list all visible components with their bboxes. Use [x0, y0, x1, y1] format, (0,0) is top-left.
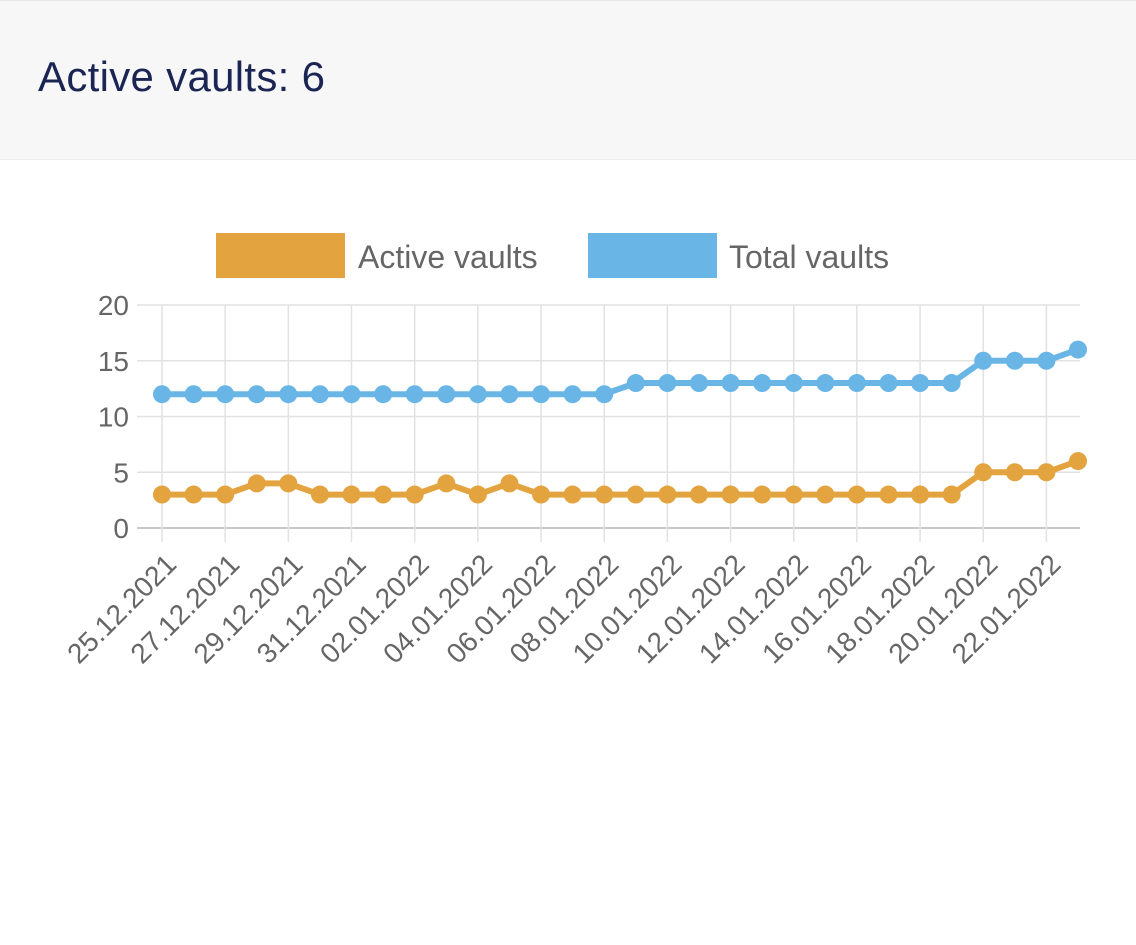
data-point[interactable] — [974, 463, 993, 482]
series-total-vaults — [153, 340, 1087, 404]
legend-swatch — [588, 233, 717, 278]
data-point[interactable] — [563, 385, 582, 404]
series-line — [162, 346, 1080, 398]
legend-item[interactable]: Total vaults — [588, 233, 889, 278]
data-point[interactable] — [942, 485, 961, 504]
data-point[interactable] — [689, 374, 708, 393]
data-point[interactable] — [784, 374, 803, 393]
line-chart: Active vaults Total vaults 0 5 10 15 20 25.12… — [61, 233, 1087, 669]
data-point[interactable] — [595, 385, 614, 404]
data-point[interactable] — [1069, 340, 1087, 359]
data-point[interactable] — [847, 485, 866, 504]
data-point[interactable] — [563, 485, 582, 504]
data-point[interactable] — [911, 374, 930, 393]
legend-item[interactable]: Active vaults — [216, 233, 538, 278]
data-point[interactable] — [1037, 463, 1056, 482]
data-point[interactable] — [658, 374, 677, 393]
card-header: Active vaults: 6 — [0, 0, 1136, 160]
data-point[interactable] — [753, 374, 772, 393]
x-axis: 25.12.202127.12.202129.12.202131.12.2021… — [61, 548, 1066, 669]
data-point[interactable] — [1037, 351, 1056, 370]
data-point[interactable] — [879, 374, 898, 393]
data-point[interactable] — [279, 474, 298, 493]
data-point[interactable] — [911, 485, 930, 504]
data-point[interactable] — [437, 474, 456, 493]
data-point[interactable] — [153, 485, 171, 504]
data-point[interactable] — [847, 374, 866, 393]
data-point[interactable] — [279, 385, 298, 404]
legend-label: Total vaults — [729, 239, 889, 275]
data-point[interactable] — [247, 474, 266, 493]
data-point[interactable] — [689, 485, 708, 504]
data-point[interactable] — [342, 385, 361, 404]
data-point[interactable] — [184, 485, 203, 504]
page-title: Active vaults: 6 — [38, 53, 326, 100]
data-point[interactable] — [374, 385, 393, 404]
data-point[interactable] — [626, 485, 645, 504]
data-point[interactable] — [816, 485, 835, 504]
chart-legend: Active vaults Total vaults — [216, 233, 889, 278]
data-point[interactable] — [532, 485, 551, 504]
data-point[interactable] — [405, 385, 424, 404]
data-point[interactable] — [1069, 452, 1087, 471]
data-point[interactable] — [784, 485, 803, 504]
data-point[interactable] — [500, 385, 519, 404]
series-active-vaults — [153, 452, 1087, 504]
y-axis: 0 5 10 15 20 — [98, 290, 129, 544]
data-point[interactable] — [721, 374, 740, 393]
chart-grid — [137, 304, 1080, 542]
data-point[interactable] — [532, 385, 551, 404]
chart-container: Active vaults Total vaults 0 5 10 15 20 25.12… — [0, 160, 1136, 940]
data-point[interactable] — [216, 385, 235, 404]
chart-series — [153, 340, 1087, 504]
data-point[interactable] — [1005, 463, 1024, 482]
data-point[interactable] — [468, 385, 487, 404]
data-point[interactable] — [468, 485, 487, 504]
data-point[interactable] — [658, 485, 677, 504]
data-point[interactable] — [595, 485, 614, 504]
data-point[interactable] — [184, 385, 203, 404]
data-point[interactable] — [247, 385, 266, 404]
data-point[interactable] — [974, 351, 993, 370]
data-point[interactable] — [153, 385, 171, 404]
data-point[interactable] — [437, 385, 456, 404]
data-point[interactable] — [310, 485, 329, 504]
data-point[interactable] — [342, 485, 361, 504]
series-line — [162, 458, 1080, 498]
data-point[interactable] — [405, 485, 424, 504]
data-point[interactable] — [1005, 351, 1024, 370]
y-tick-label: 5 — [113, 457, 129, 488]
legend-swatch — [216, 233, 345, 278]
data-point[interactable] — [879, 485, 898, 504]
legend-label: Active vaults — [358, 239, 538, 275]
data-point[interactable] — [216, 485, 235, 504]
y-tick-label: 10 — [98, 402, 129, 433]
data-point[interactable] — [753, 485, 772, 504]
y-tick-label: 20 — [98, 290, 129, 321]
y-tick-label: 0 — [113, 513, 129, 544]
data-point[interactable] — [816, 374, 835, 393]
data-point[interactable] — [500, 474, 519, 493]
data-point[interactable] — [374, 485, 393, 504]
data-point[interactable] — [626, 374, 645, 393]
data-point[interactable] — [310, 385, 329, 404]
data-point[interactable] — [942, 374, 961, 393]
y-tick-label: 15 — [98, 346, 129, 377]
data-point[interactable] — [721, 485, 740, 504]
